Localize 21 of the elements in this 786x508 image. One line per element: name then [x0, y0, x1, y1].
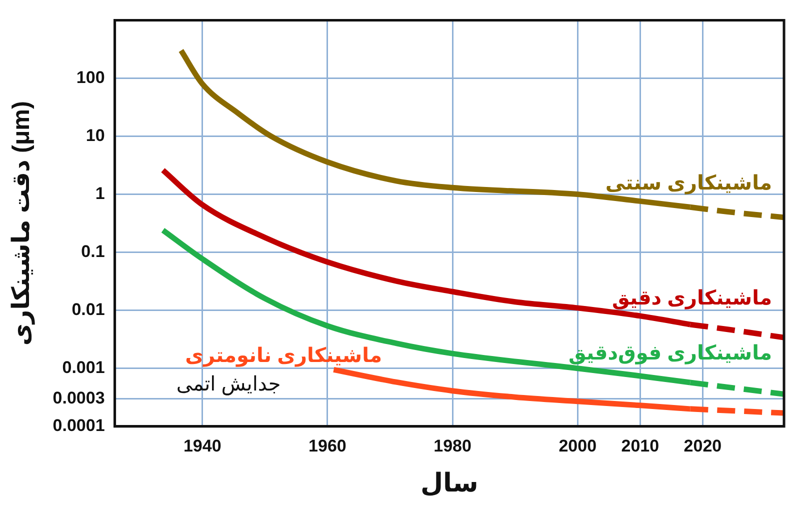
- series-label: ماشینکاری سنتی: [605, 172, 772, 194]
- series-label: ماشینکاری فوق‌دقیق: [568, 342, 772, 364]
- y-tick-label: 0.1: [81, 242, 105, 261]
- x-tick-label: 2000: [558, 436, 597, 456]
- x-tick-label: 2020: [684, 436, 722, 456]
- y-tick-label: 0.01: [72, 300, 105, 320]
- x-tick-label: 1980: [434, 436, 472, 456]
- y-tick-label: 100: [76, 68, 105, 87]
- y-tick-label: 0.001: [62, 358, 105, 378]
- y-tick-label: 10: [86, 126, 105, 145]
- x-axis-title: سال: [420, 468, 478, 498]
- x-tick-label: 2010: [621, 436, 660, 456]
- y-tick-label: 0.0003: [52, 388, 105, 408]
- x-tick-label: 1960: [308, 436, 346, 456]
- series-label: ماشینکاری دقیق: [612, 287, 772, 310]
- y-tick-label: 0.0001: [52, 416, 105, 436]
- annotation: جدایش اتمی: [176, 373, 281, 396]
- y-tick-label: 1: [95, 184, 105, 203]
- series-label: ماشینکاری نانومتری: [185, 344, 382, 367]
- y-axis-title: دقت ماشینکاری (μm): [8, 100, 36, 346]
- x-tick-label: 1940: [183, 436, 222, 456]
